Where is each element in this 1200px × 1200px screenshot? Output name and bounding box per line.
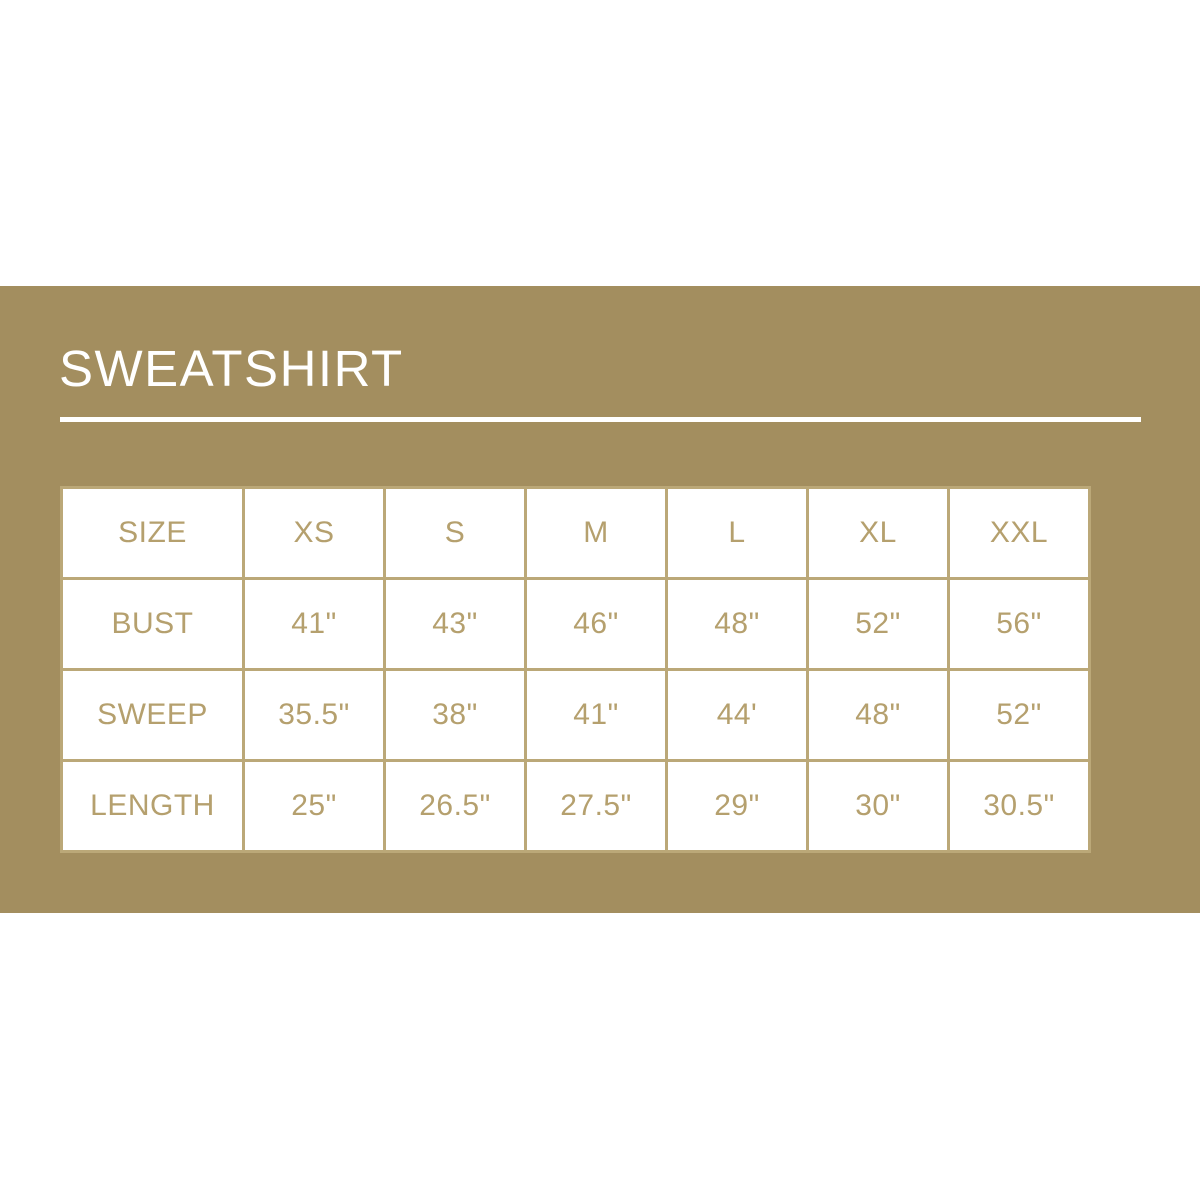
table-cell: 52" bbox=[806, 577, 950, 671]
header-label: SIZE bbox=[60, 486, 245, 580]
table-cell: 30.5" bbox=[947, 759, 1091, 853]
table-cell: 41" bbox=[524, 668, 668, 762]
table-cell: 26.5" bbox=[383, 759, 527, 853]
table-cell: 41" bbox=[242, 577, 386, 671]
row-label: BUST bbox=[60, 577, 245, 671]
table-row: SWEEP 35.5" 38" 41" 44' 48" 52" bbox=[60, 668, 1091, 762]
header-size: XS bbox=[242, 486, 386, 580]
page-title: SWEATSHIRT bbox=[59, 340, 404, 397]
table-cell: 38" bbox=[383, 668, 527, 762]
row-label: SWEEP bbox=[60, 668, 245, 762]
table-cell: 56" bbox=[947, 577, 1091, 671]
header-size: S bbox=[383, 486, 527, 580]
table-cell: 25" bbox=[242, 759, 386, 853]
table-cell: 48" bbox=[665, 577, 809, 671]
table-cell: 52" bbox=[947, 668, 1091, 762]
row-label: LENGTH bbox=[60, 759, 245, 853]
table-cell: 30" bbox=[806, 759, 950, 853]
table-cell: 44' bbox=[665, 668, 809, 762]
table-cell: 29" bbox=[665, 759, 809, 853]
table-cell: 46" bbox=[524, 577, 668, 671]
size-chart-table: SIZE XS S M L XL XXL BUST 41" 43" 46" 48… bbox=[60, 486, 1091, 853]
table-cell: 43" bbox=[383, 577, 527, 671]
header-size: L bbox=[665, 486, 809, 580]
table-header-row: SIZE XS S M L XL XXL bbox=[60, 486, 1091, 580]
table-cell: 48" bbox=[806, 668, 950, 762]
title-divider bbox=[60, 417, 1141, 422]
table-cell: 35.5" bbox=[242, 668, 386, 762]
table-row: BUST 41" 43" 46" 48" 52" 56" bbox=[60, 577, 1091, 671]
table-cell: 27.5" bbox=[524, 759, 668, 853]
table-row: LENGTH 25" 26.5" 27.5" 29" 30" 30.5" bbox=[60, 759, 1091, 853]
header-size: XXL bbox=[947, 486, 1091, 580]
header-size: M bbox=[524, 486, 668, 580]
header-size: XL bbox=[806, 486, 950, 580]
